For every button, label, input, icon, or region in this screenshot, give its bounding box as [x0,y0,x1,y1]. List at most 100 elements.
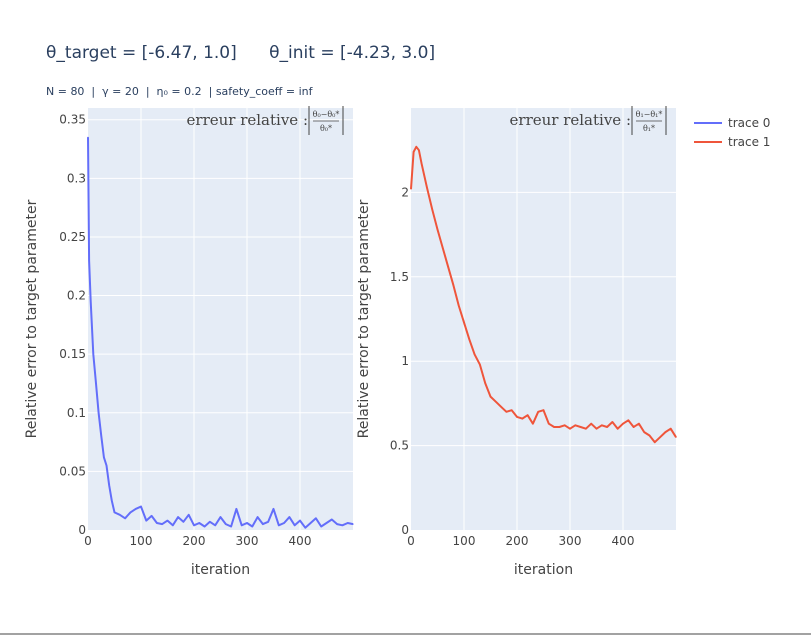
data-point [140,506,142,508]
data-point [484,382,486,384]
x-tick-label: 200 [506,534,529,548]
data-point [580,426,582,428]
data-point [204,525,206,528]
data-point [310,522,312,524]
y-tick-label: 0.25 [59,230,86,244]
data-point [670,428,672,430]
data-point [532,423,534,425]
data-point [257,516,259,518]
left-subplot: 0 100 200 300 400 0 0.05 0.1 0.15 0.2 0.25 0.3 0.35 i… [24,106,354,578]
data-point [553,426,555,428]
data-point [516,416,518,418]
annotation-label: erreur relative : [187,111,308,129]
data-point [558,426,561,428]
data-point [458,304,460,307]
data-point [87,136,89,138]
data-point [675,436,677,438]
data-point [124,517,126,519]
data-point [495,401,497,403]
data-point [198,522,200,524]
y-tick-label: 0.2 [67,289,86,303]
data-point [88,259,90,261]
data-point [135,508,137,510]
data-point [166,520,169,522]
data-point [111,500,113,502]
data-point [108,484,110,487]
data-point [659,436,661,438]
x-tick-label: 400 [289,534,312,548]
data-point [511,409,513,411]
data-point [505,411,507,413]
data-point [347,522,349,524]
data-point [542,409,545,411]
figure-title: θ_target = [-6.47, 1.0] θ_init = [-4.23,… [46,43,435,63]
data-point [418,149,420,151]
legend-label-trace-0[interactable]: trace 0 [728,116,770,130]
data-point [235,508,237,510]
data-point [151,515,153,517]
data-point [654,441,656,443]
data-point [633,426,635,428]
data-point [214,524,216,526]
fraction-numerator: θ₁−θ₁* [636,110,663,119]
data-point [315,517,317,519]
legend-label-trace-1[interactable]: trace 1 [728,135,770,149]
y-axis-title: Relative error to target parameter [356,199,372,438]
x-tick-label: 0 [407,534,415,548]
x-axis-title: iteration [514,562,573,578]
x-tick-label: 100 [453,534,476,548]
data-point [251,525,253,528]
x-tick-label: 200 [183,534,206,548]
data-point [489,396,492,398]
y-tick-label: 0.1 [67,406,86,420]
data-point [574,424,576,426]
data-point [468,338,470,340]
relative-error-annotation: erreur relative : θ₀−θ₀* θ₀* [187,106,344,135]
data-point [537,411,539,413]
data-point [447,266,449,268]
data-point [474,353,476,355]
y-tick-label: 0 [401,523,409,537]
data-point [272,508,275,510]
y-tick-label: 0.35 [59,113,86,127]
data-point [648,434,651,437]
data-point [611,421,614,423]
data-point [119,514,121,516]
data-point [622,423,624,425]
data-point [105,464,108,467]
x-tick-label: 0 [84,534,92,548]
data-point [278,524,280,526]
data-point [294,524,296,526]
data-point [304,527,306,529]
data-point [548,423,550,425]
y-tick-label: 0.3 [67,171,86,185]
data-point [92,353,94,355]
data-point [500,406,502,408]
data-point [336,523,338,525]
fraction-denominator: θ₁* [643,124,655,133]
x-tick-label: 300 [236,534,259,548]
legend[interactable]: trace 0 trace 1 [694,116,770,149]
relative-error-annotation: erreur relative : θ₁−θ₁* θ₁* [510,106,667,135]
data-point [103,456,105,458]
data-point [320,525,322,528]
data-point [188,514,190,516]
data-point [436,228,439,231]
data-point [606,426,608,428]
data-point [527,414,529,416]
data-point [100,435,102,437]
data-point [267,521,269,523]
y-tick-label: 0.05 [59,464,86,478]
data-point [193,524,195,526]
data-point [421,163,423,165]
y-tick-label: 2 [401,185,409,199]
figure-subtitle: N = 80 | γ = 20 | η₀ = 0.2 | safety_coef… [46,85,314,98]
annotation-label: erreur relative : [510,111,631,129]
data-point [413,151,415,153]
data-point [95,382,97,385]
data-point [177,516,179,518]
x-tick-label: 100 [130,534,153,548]
data-point [145,520,147,522]
data-point [638,423,640,425]
y-tick-label: 0.15 [59,347,86,361]
